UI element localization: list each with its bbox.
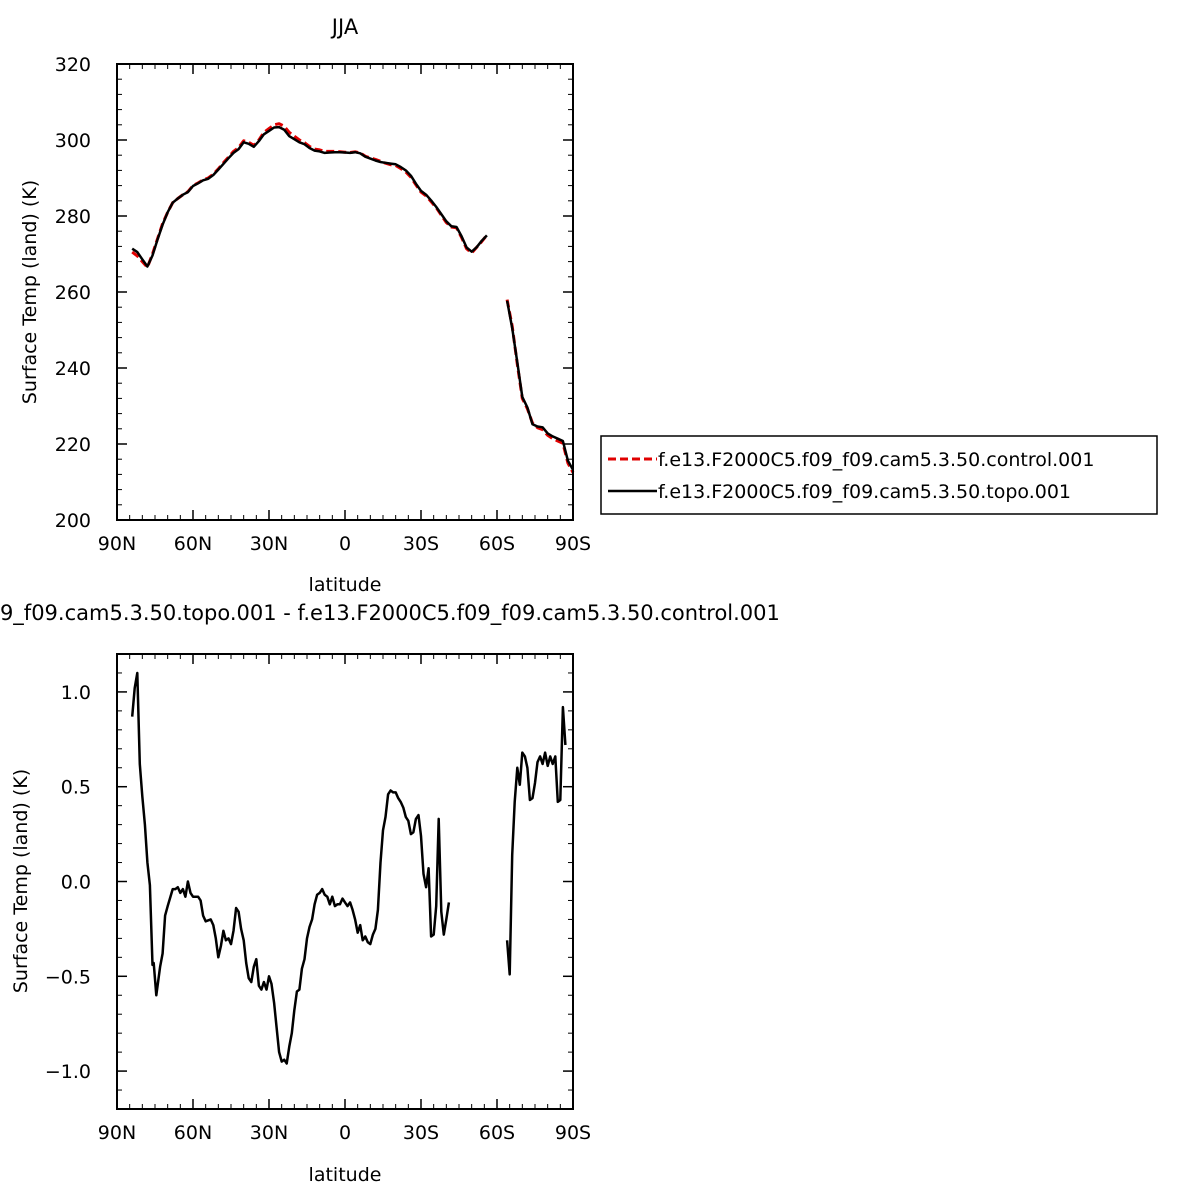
bottom-x-tick-label: 60S — [479, 1122, 515, 1144]
top-x-tick-label: 90N — [98, 533, 136, 555]
top-x-tick-label: 60S — [479, 533, 515, 555]
legend: f.e13.F2000C5.f09_f09.cam5.3.50.control.… — [600, 435, 1158, 515]
top-x-tick-label: 90S — [555, 533, 591, 555]
bottom-y-tick-label: −1.0 — [45, 1061, 91, 1083]
top-y-tick-label: 220 — [55, 434, 91, 456]
legend-topo-label: f.e13.F2000C5.f09_f09.cam5.3.50.topo.001 — [658, 481, 1071, 503]
bottom-ticks: 90N 60N 30N 0 30S 60S 90S −1.0 −0.5 0.0 0.5 1.0 — [45, 653, 591, 1144]
top-series-line — [505, 299, 575, 474]
legend-box — [600, 435, 1158, 515]
top-ticks: 90N 60N 30N 0 30S 60S 90S 200 220 240 260 280 300 320 — [55, 54, 591, 555]
bottom-chart-title: f.e13.F2000C5.f09_f09.cam5.3.50.topo.001… — [0, 601, 780, 626]
bottom-y-axis-label: Surface Temp (land) (K) — [10, 769, 32, 993]
bottom-series — [130, 671, 567, 1065]
bottom-x-axis-label: latitude — [309, 1164, 382, 1186]
top-series-line — [131, 125, 488, 268]
top-y-tick-label: 240 — [55, 358, 91, 380]
bottom-x-tick-label: 30N — [250, 1122, 288, 1144]
top-plot-frame — [116, 63, 574, 521]
bottom-x-tick-label: 0 — [339, 1122, 351, 1144]
bottom-y-tick-label: −0.5 — [45, 966, 91, 988]
bottom-y-tick-label: 0.0 — [61, 872, 91, 894]
top-y-tick-label: 200 — [55, 510, 91, 532]
top-y-tick-label: 280 — [55, 206, 91, 228]
bottom-plot-frame — [116, 653, 574, 1110]
top-x-tick-label: 0 — [339, 533, 351, 555]
top-series-line — [131, 122, 489, 269]
top-x-axis-label: latitude — [309, 574, 382, 596]
bottom-panel: f.e13.F2000C5.f09_f09.cam5.3.50.topo.001… — [0, 601, 780, 1186]
bottom-y-tick-label: 1.0 — [61, 682, 91, 704]
top-y-axis-label-group: Surface Temp (land) (K) — [19, 180, 41, 404]
top-x-tick-label: 30N — [250, 533, 288, 555]
top-x-tick-label: 30S — [403, 533, 439, 555]
top-y-tick-label: 300 — [55, 130, 91, 152]
bottom-series-line — [130, 671, 451, 1065]
bottom-x-tick-label: 90N — [98, 1122, 136, 1144]
bottom-x-tick-label: 30S — [403, 1122, 439, 1144]
bottom-series-line — [505, 705, 567, 976]
top-panel: JJA Surface Temp (land) (K) latitude 90N… — [19, 15, 591, 596]
top-y-tick-label: 320 — [55, 54, 91, 76]
top-y-tick-label: 260 — [55, 282, 91, 304]
top-chart-title: JJA — [330, 15, 359, 39]
bottom-y-tick-label: 0.5 — [61, 777, 91, 799]
bottom-x-tick-label: 60N — [174, 1122, 212, 1144]
bottom-y-axis-label-group: Surface Temp (land) (K) — [10, 769, 32, 993]
top-y-axis-label: Surface Temp (land) (K) — [19, 180, 41, 404]
top-x-tick-label: 60N — [174, 533, 212, 555]
bottom-x-tick-label: 90S — [555, 1122, 591, 1144]
top-series — [131, 122, 575, 474]
legend-control-label: f.e13.F2000C5.f09_f09.cam5.3.50.control.… — [658, 449, 1094, 471]
top-series-line — [505, 300, 575, 471]
